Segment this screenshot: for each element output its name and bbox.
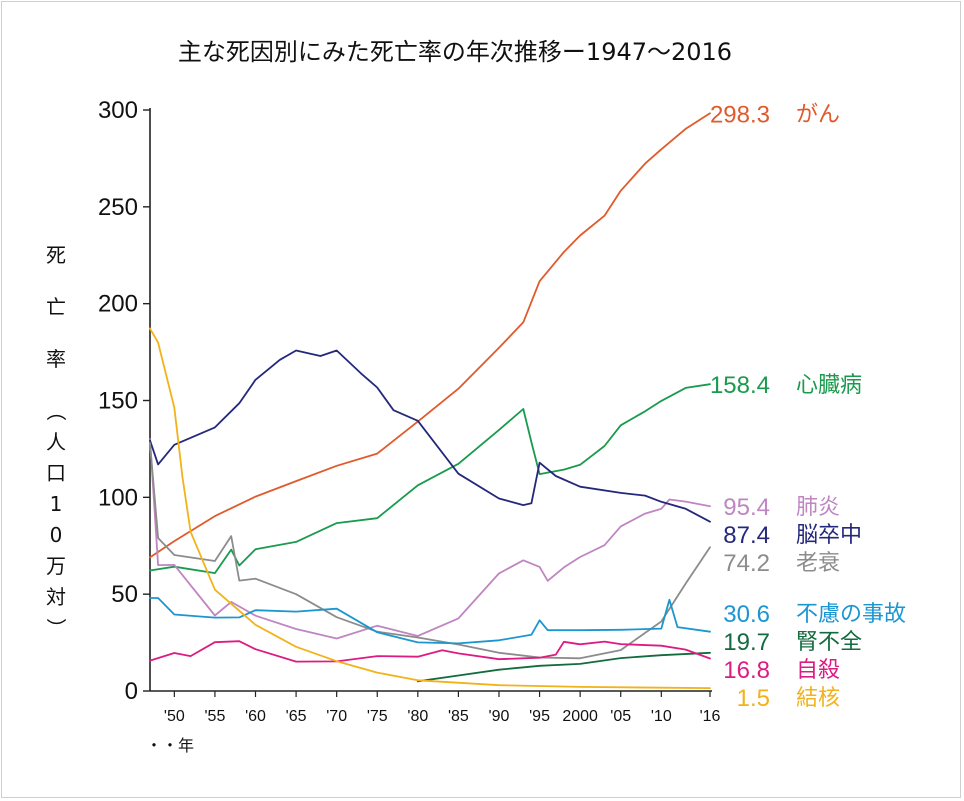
x-tick-label: '50 <box>164 708 185 725</box>
y-tick-label: 50 <box>111 581 138 608</box>
series-name-label: 老衰 <box>796 551 840 576</box>
series-line <box>416 651 711 683</box>
series-name-label: 腎不全 <box>796 630 862 655</box>
y-axis-label: 死亡率 （ 人口 1 0 万対 ） <box>44 243 68 638</box>
x-tick-label: '85 <box>448 708 469 725</box>
series-name-label: 自殺 <box>796 658 840 683</box>
y-tick-label: 100 <box>98 484 138 511</box>
series-name-label: 不慮の事故 <box>796 602 906 627</box>
series-end-value: 158.4 <box>710 372 770 399</box>
y-tick-label: 200 <box>98 291 138 318</box>
y-label-char: 率 <box>46 347 66 371</box>
y-label-char: 0 <box>50 523 63 547</box>
y-label-char: 口 <box>46 461 66 485</box>
y-label-char: 死 <box>46 243 66 267</box>
x-axis-label: ・・年 <box>146 737 194 755</box>
x-tick-label: '75 <box>367 708 388 725</box>
y-label-char: 対 <box>46 585 66 609</box>
end-labels: 298.3 がん 158.4 心臓病 95.4 肺炎 87.4 脳卒中 74.2 老衰 30.6 不慮… <box>710 101 906 712</box>
series-end-value: 95.4 <box>723 494 770 521</box>
series-name-label: がん <box>796 102 840 127</box>
x-tick-label: '65 <box>286 708 307 725</box>
series-line <box>149 112 711 559</box>
x-tick-label: 2000 <box>562 708 598 725</box>
series-end-value: 19.7 <box>723 629 770 656</box>
y-label-char: ） <box>44 618 68 638</box>
x-tick-label: '60 <box>245 708 266 725</box>
series-name-label: 心臓病 <box>796 373 862 398</box>
x-tick-label: '80 <box>407 708 428 725</box>
y-label-char: 1 <box>50 492 63 516</box>
y-ticks: 0 50 100 150 200 250 300 <box>98 97 150 705</box>
x-tick-label: '55 <box>204 708 225 725</box>
series-name-label: 脳卒中 <box>796 523 862 548</box>
series-line <box>149 640 711 663</box>
y-tick-label: 150 <box>98 388 138 415</box>
series-line <box>149 438 711 640</box>
x-tick-label: '16 <box>700 708 721 725</box>
y-label-char: 万 <box>46 554 66 578</box>
series-end-value: 1.5 <box>737 685 770 712</box>
y-label-char: （ <box>44 401 68 421</box>
y-label-char: 人 <box>46 430 66 454</box>
series-name-label: 結核 <box>796 686 840 711</box>
series-end-value: 298.3 <box>710 101 770 128</box>
chart-title: 主な死因別にみた死亡率の年次推移ー1947〜2016 <box>178 38 732 66</box>
x-tick-label: '70 <box>326 708 347 725</box>
series-name-label: 肺炎 <box>796 495 840 520</box>
series-line <box>149 349 711 523</box>
x-tick-label: '05 <box>610 708 631 725</box>
y-tick-label: 300 <box>98 97 138 124</box>
series-line <box>149 327 711 689</box>
y-tick-label: 0 <box>125 678 138 705</box>
series-end-value: 16.8 <box>723 657 770 684</box>
x-tick-label: '90 <box>489 708 510 725</box>
series-line <box>149 383 711 574</box>
series-end-value: 87.4 <box>723 522 770 549</box>
series-lines <box>149 112 711 689</box>
y-tick-label: 250 <box>98 194 138 221</box>
x-ticks: '50 '55 '60 '65 '70 '75 '80 '85 '90 '95 2000 '05 '10… <box>164 691 721 725</box>
series-line <box>149 442 711 660</box>
y-label-char: 亡 <box>46 295 66 319</box>
series-end-value: 30.6 <box>723 601 770 628</box>
x-tick-label: '95 <box>529 708 550 725</box>
series-line <box>149 597 711 645</box>
x-tick-label: '10 <box>651 708 672 725</box>
series-end-value: 74.2 <box>723 550 770 577</box>
